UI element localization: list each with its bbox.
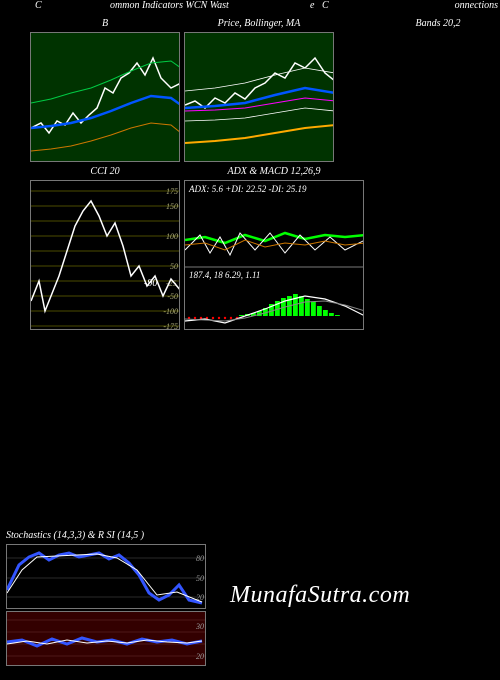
svg-text:187.4, 18 6.29, 1: 187.4, 18 6.29, 1.11 [189,270,260,280]
panel-title-adx: ADX & MACD 12,26,9 [227,166,320,180]
panel-stoch-top: 805020 [6,544,206,609]
svg-text:20: 20 [196,652,204,661]
panel-title-b: B [102,18,108,32]
svg-text:30: 30 [195,622,204,631]
panel-price [184,32,334,162]
panel-adx-macd: ADX: 5.6 +DI: 22.52 -DI: 25.19187.4, 18 … [184,180,364,330]
panel-title-price: Price, Bollinger, MA [218,18,301,32]
panel-stoch-bot: 30 20 [6,611,206,666]
svg-text:50: 50 [196,574,204,583]
panel-title-bands: Bands 20,2 [416,18,461,32]
panel-b [30,32,180,162]
panel-title-stoch: Stochastics (14,3,3) & R SI (14,5 ) [6,530,486,544]
panel-bands-empty [338,32,488,162]
hdr-c1: C [35,0,42,11]
hdr-mid: ommon Indicators WCN Wast [110,0,229,11]
svg-text:150: 150 [166,202,178,211]
svg-text:50: 50 [170,262,178,271]
hdr-e: e [310,0,314,11]
hdr-c2: C [322,0,329,11]
panel-cci: 17515010050-50-100-175-90-25 [30,180,180,330]
svg-text:100: 100 [166,232,178,241]
panel-title-cci: CCI 20 [90,166,119,180]
page-header: C ommon Indicators WCN Wast e C onnectio… [0,0,500,14]
svg-text:-175: -175 [163,322,178,330]
hdr-right: onnections [455,0,498,11]
svg-text:80: 80 [196,554,204,563]
svg-text:ADX: 5.6 +DI: 22.52 -DI: 25: ADX: 5.6 +DI: 22.52 -DI: 25.19 [188,184,307,194]
svg-text:-100: -100 [163,307,178,316]
watermark: MunafaSutra.com [230,582,410,609]
svg-text:-50: -50 [167,292,178,301]
svg-text:175: 175 [166,187,178,196]
